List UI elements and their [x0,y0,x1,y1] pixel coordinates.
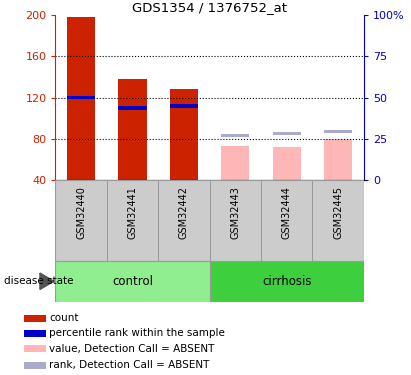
Text: value, Detection Call = ABSENT: value, Detection Call = ABSENT [49,344,215,354]
Bar [24,315,46,322]
Bar [170,89,198,180]
Bar [24,330,46,337]
Bar [324,130,352,134]
Bar [210,180,261,261]
Text: disease state: disease state [4,276,74,286]
Bar [210,261,364,302]
Bar [272,132,301,135]
Text: GSM32442: GSM32442 [179,186,189,240]
Bar [107,180,158,261]
Text: control: control [112,275,153,288]
Text: cirrhosis: cirrhosis [262,275,312,288]
Bar [67,17,95,180]
Title: GDS1354 / 1376752_at: GDS1354 / 1376752_at [132,1,287,14]
Bar [158,180,210,261]
Text: percentile rank within the sample: percentile rank within the sample [49,328,225,338]
Bar [67,96,95,99]
Bar [24,345,46,352]
Text: count: count [49,313,79,323]
Bar [55,261,210,302]
Text: rank, Detection Call = ABSENT: rank, Detection Call = ABSENT [49,360,210,370]
Bar [221,134,249,138]
Bar [312,180,364,261]
Bar [261,180,312,261]
Text: GSM32443: GSM32443 [230,186,240,239]
Bar [24,362,46,369]
Text: GSM32441: GSM32441 [127,186,138,239]
Bar [118,79,147,180]
Bar [55,180,107,261]
Text: GSM32440: GSM32440 [76,186,86,239]
Bar [221,146,249,180]
Polygon shape [40,273,54,290]
Bar [118,106,147,109]
Bar [272,147,301,180]
Bar [170,104,198,108]
Text: GSM32444: GSM32444 [282,186,292,239]
Bar [324,139,352,180]
Text: GSM32445: GSM32445 [333,186,343,240]
